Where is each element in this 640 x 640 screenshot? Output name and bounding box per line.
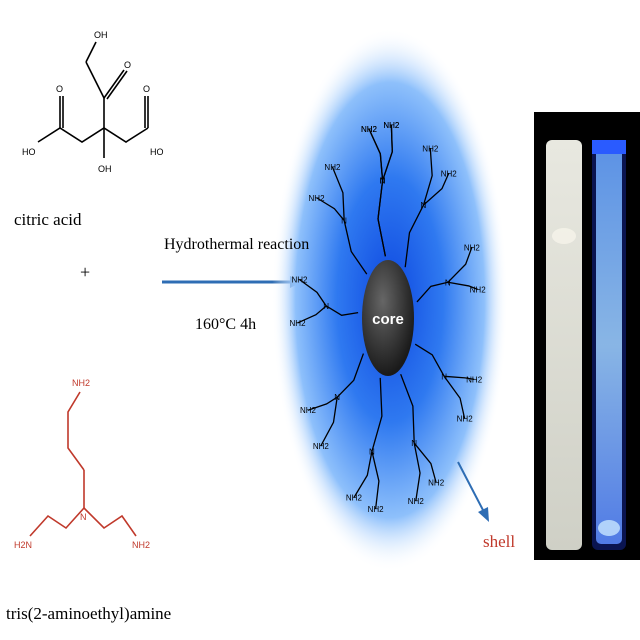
arm-branch-bond xyxy=(331,166,345,221)
tren-structure xyxy=(29,391,137,537)
arm-nh2-label: NH2 xyxy=(346,494,363,503)
shell-label: shell xyxy=(483,532,516,551)
arm-bond xyxy=(416,281,449,303)
arm-nh2-label: NH2 xyxy=(309,194,326,203)
reaction-condition: Hydrothermal reaction xyxy=(164,236,310,253)
arm-nh2-label: NH2 xyxy=(422,144,439,153)
o-label: O xyxy=(124,60,131,70)
arm-nh2-label: NH2 xyxy=(313,442,330,451)
arm-branch-bond xyxy=(371,451,380,509)
citric-acid-label: citric acid xyxy=(14,210,82,229)
arm-nh2-label: NH2 xyxy=(408,497,425,506)
arm-branch-bond xyxy=(320,397,338,447)
arm-branch-bond xyxy=(307,396,338,411)
arm-branch-bond xyxy=(413,442,421,502)
arm-nh2-label: NH2 xyxy=(457,415,474,424)
n-label: N xyxy=(80,512,87,522)
arm-nh2-label: NH2 xyxy=(383,121,400,130)
arm-branch-bond xyxy=(381,125,393,181)
daylight-vial xyxy=(546,140,582,550)
arm-branch-bond xyxy=(316,197,345,221)
arm-n-label: N xyxy=(341,216,347,225)
arm-n-label: N xyxy=(369,447,375,456)
arm-nh2-label: NH2 xyxy=(383,121,400,130)
arm-branch-bond xyxy=(413,442,437,483)
h2n-label: H2N xyxy=(14,540,32,550)
arm-bond xyxy=(377,180,387,257)
arm-branch-bond xyxy=(368,128,384,181)
arm-nh2-label: NH2 xyxy=(470,285,487,294)
plus-sign: + xyxy=(80,262,91,282)
arm-branch-bond xyxy=(422,148,433,206)
vial-photo xyxy=(534,112,640,560)
arm-n-label: N xyxy=(380,177,386,186)
ho-label: HO xyxy=(22,147,36,157)
tren-label: tris(2-aminoethyl)amine xyxy=(6,604,172,623)
arm-bond xyxy=(343,220,368,275)
arm-branch-bond xyxy=(423,173,450,206)
nh2-label: NH2 xyxy=(72,378,90,388)
o-label: O xyxy=(56,84,63,94)
arm-bond xyxy=(414,343,445,377)
citric-acid-structure xyxy=(37,41,149,158)
arm-branch-bond xyxy=(444,375,475,380)
arm-n-label: N xyxy=(445,278,451,287)
arm-nh2-label: NH2 xyxy=(290,319,307,328)
arm-n-label: N xyxy=(380,177,386,186)
arm-branch-bond xyxy=(297,305,327,324)
shell-pointer-arrow xyxy=(457,461,489,522)
arm-nh2-label: NH2 xyxy=(441,169,458,178)
arm-bond xyxy=(336,353,365,398)
arm-branch-bond xyxy=(447,281,478,290)
tren-atom-labels: NH2 H2N NH2 N xyxy=(14,378,150,550)
arm-n-label: N xyxy=(441,372,447,381)
arm-branch-bond xyxy=(443,375,466,419)
arm-n-label: N xyxy=(411,439,417,448)
arm-nh2-label: NH2 xyxy=(324,163,341,172)
nh2-label: NH2 xyxy=(132,540,150,550)
arm-n-label: N xyxy=(421,201,427,210)
arm-bond xyxy=(325,305,359,316)
oh-label: OH xyxy=(94,30,108,40)
amine-arms xyxy=(297,125,478,509)
o-label: O xyxy=(143,84,150,94)
arm-nh2-label: NH2 xyxy=(361,125,378,134)
arm-nh2-label: NH2 xyxy=(368,505,385,514)
core-sphere xyxy=(362,260,414,376)
arm-nh2-label: NH2 xyxy=(300,406,317,415)
arm-bond xyxy=(371,377,383,452)
core-label: core xyxy=(372,311,404,328)
ho-label: HO xyxy=(150,147,164,157)
arm-branch-bond xyxy=(299,279,327,307)
arm-nh2-label: NH2 xyxy=(464,243,481,252)
arm-bond xyxy=(404,204,425,268)
arm-nh2-label: NH2 xyxy=(292,276,309,285)
arm-branch-bond xyxy=(353,451,373,498)
arm-n-label: N xyxy=(334,393,340,402)
arm-n-label: N xyxy=(323,302,329,311)
arm-bond xyxy=(400,373,415,444)
arm-nh2-label: NH2 xyxy=(428,479,445,488)
citric-acid-atom-labels: OH HO HO OH O O O xyxy=(22,30,164,174)
oh-label: OH xyxy=(98,164,112,174)
arm-nh2-label: NH2 xyxy=(466,375,483,384)
reaction-temperature-time: 160°C 4h xyxy=(195,316,257,333)
arm-nh2-label: NH2 xyxy=(361,125,378,134)
arm-branch-bond xyxy=(447,247,473,283)
